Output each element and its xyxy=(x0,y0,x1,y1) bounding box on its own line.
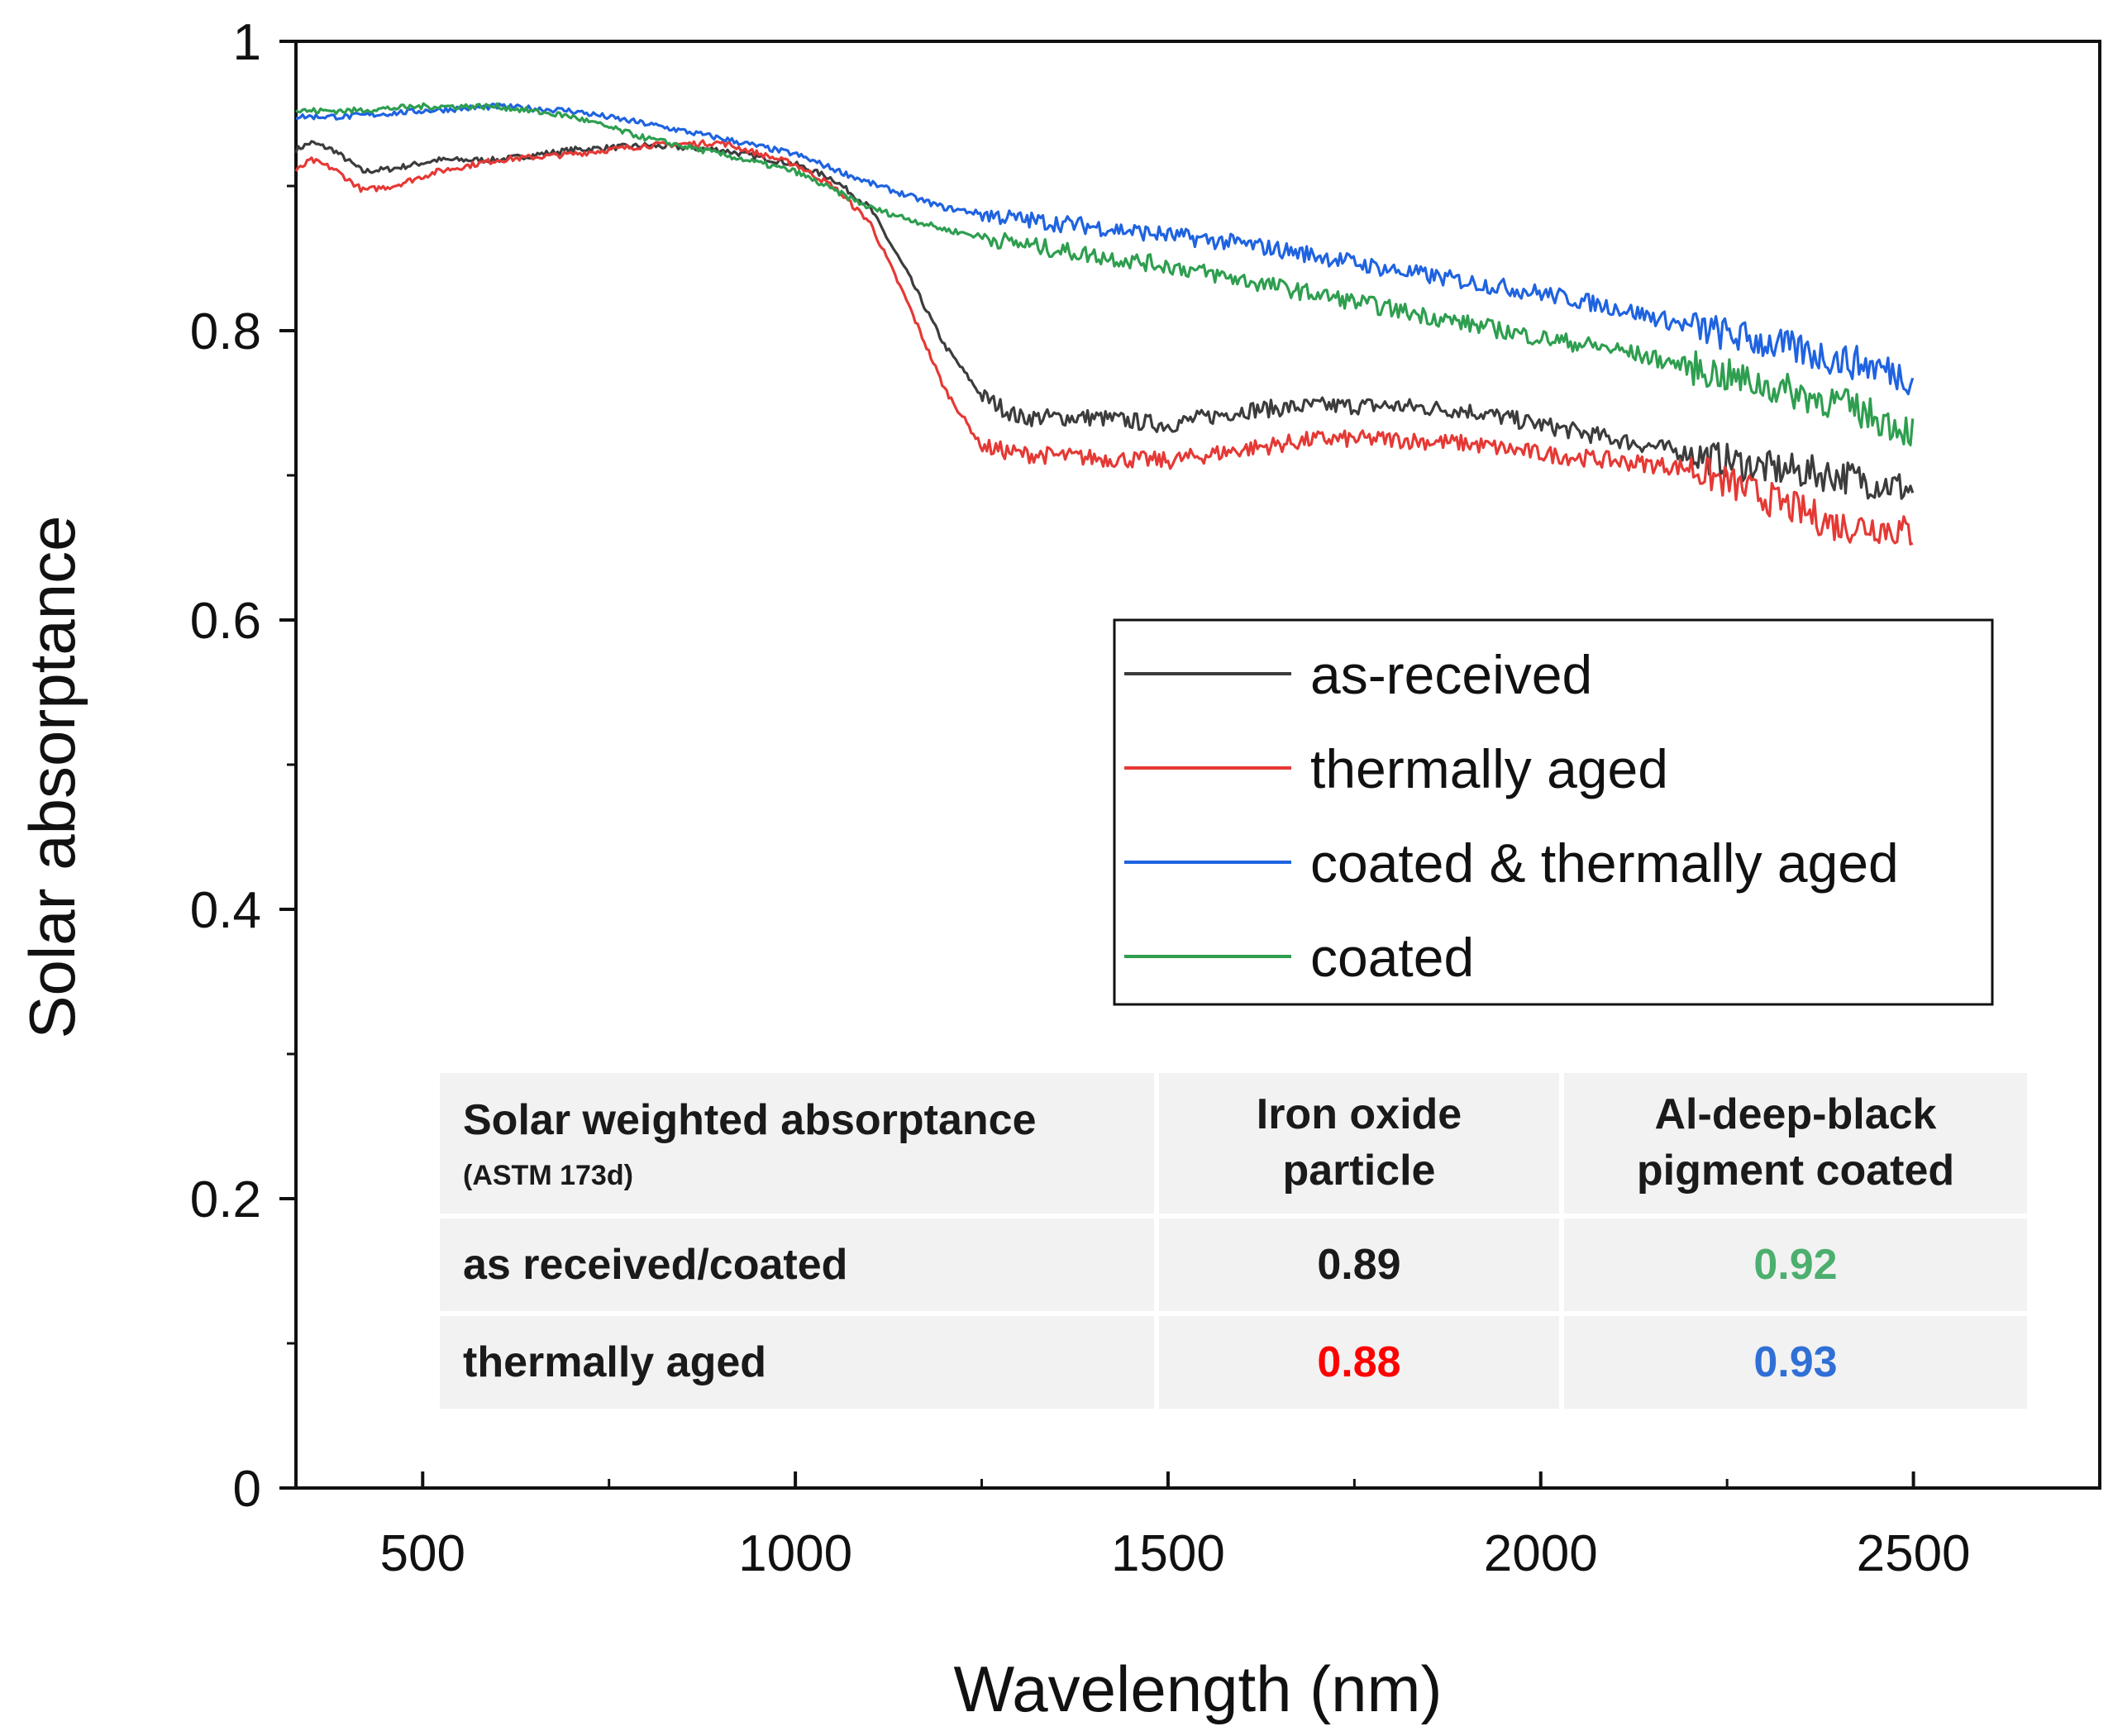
x-tick-label: 500 xyxy=(380,1525,465,1582)
legend-label: as-received xyxy=(1310,644,1592,705)
legend-label: coated xyxy=(1310,927,1474,988)
x-tick-label: 1000 xyxy=(738,1525,852,1582)
legend-box xyxy=(1113,618,1994,1006)
y-tick-label: 0.2 xyxy=(190,1171,261,1228)
y-tick-label: 0.4 xyxy=(190,882,261,939)
y-axis-title: Solar absorptance xyxy=(16,515,88,1038)
series-line-1 xyxy=(294,139,1914,546)
x-tick-label: 2500 xyxy=(1857,1525,1971,1582)
series-line-3 xyxy=(295,102,1915,446)
row-value-al-black: 0.92 xyxy=(1564,1219,2027,1311)
x-tick-label: 2000 xyxy=(1484,1525,1598,1582)
row-label: thermally aged xyxy=(440,1316,1154,1409)
x-tick-label: 1500 xyxy=(1111,1525,1225,1582)
series-lines xyxy=(294,102,1915,546)
row-label: as received/coated xyxy=(440,1219,1154,1311)
table-header-row: Solar weighted absorptance (ASTM 173d) I… xyxy=(440,1073,2027,1214)
table-header-cell: Solar weighted absorptance (ASTM 173d) xyxy=(440,1073,1154,1214)
y-tick-label: 1 xyxy=(233,14,261,71)
legend: as-received thermally aged coated & therma… xyxy=(1113,618,1994,1006)
table-header-al-black: Al-deep-black pigment coated xyxy=(1564,1073,2027,1214)
y-tick-label: 0.8 xyxy=(190,303,261,360)
table-row: as received/coated 0.89 0.92 xyxy=(440,1219,2027,1311)
axis-ticks: 500 1000 1500 2000 2500 0 0.2 0.4 0.6 0.8 1 xyxy=(190,14,1971,1582)
legend-label: thermally aged xyxy=(1310,738,1668,799)
row-value-iron-oxide: 0.88 xyxy=(1159,1316,1559,1409)
table-header-title: Solar weighted absorptance xyxy=(463,1096,1037,1145)
series-line-0 xyxy=(294,140,1915,500)
row-value-iron-oxide: 0.89 xyxy=(1159,1219,1559,1311)
row-value-al-black: 0.93 xyxy=(1564,1316,2027,1409)
table-row: thermally aged 0.88 0.93 xyxy=(440,1316,2027,1409)
legend-label: coated & thermally aged xyxy=(1310,832,1899,894)
y-tick-label: 0.6 xyxy=(190,593,261,650)
x-axis-title: Wavelength (nm) xyxy=(954,1653,1443,1725)
table-header-iron-oxide: Iron oxide particle xyxy=(1159,1073,1559,1214)
summary-table: Solar weighted absorptance (ASTM 173d) I… xyxy=(435,1068,2032,1414)
series-line-2 xyxy=(296,103,1915,396)
y-tick-label: 0 xyxy=(233,1461,261,1518)
table-header-subtitle: (ASTM 173d) xyxy=(463,1159,633,1191)
